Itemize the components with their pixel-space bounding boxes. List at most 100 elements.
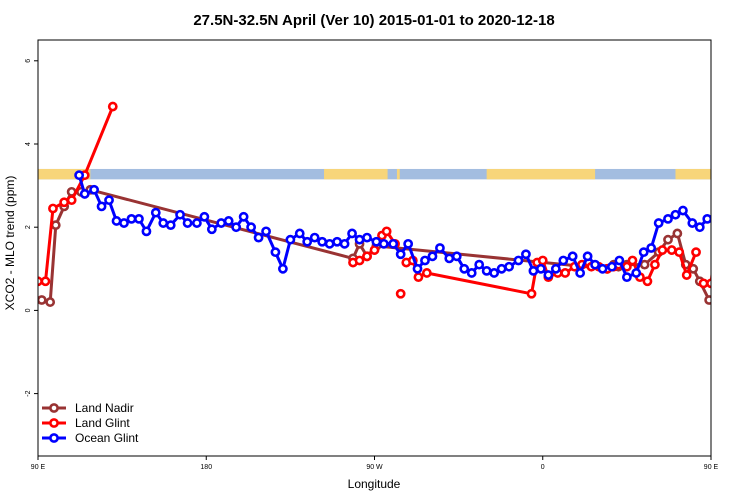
ocean-glint-point-73 bbox=[646, 243, 657, 253]
legend-marker-land-nadir bbox=[49, 403, 59, 413]
ocean-glint-point-25 bbox=[270, 247, 281, 258]
land-nadir-point-23 bbox=[713, 298, 720, 305]
land-glint-point-35 bbox=[642, 276, 653, 287]
ocean-glint-point-3 bbox=[96, 201, 107, 212]
ocean-glint-point-65 bbox=[582, 251, 593, 262]
x-tick-label-1: 180 bbox=[200, 464, 212, 471]
ocean-glint-point-81 bbox=[713, 215, 720, 222]
ocean-glint-point-52 bbox=[481, 265, 492, 276]
land-glint-point-38 bbox=[666, 245, 677, 255]
ocean-glint-point-66 bbox=[590, 259, 600, 270]
land-glint-point-46 bbox=[730, 199, 737, 206]
land-glint-point-48 bbox=[747, 172, 750, 179]
strip-land-2 bbox=[396, 168, 400, 180]
y-tick-label-4: 6 bbox=[25, 59, 32, 63]
ocean-glint-point-79 bbox=[694, 222, 705, 233]
ocean-glint-point-85 bbox=[745, 219, 750, 226]
ocean-glint-point-19 bbox=[223, 216, 234, 226]
land-glint-point-41 bbox=[691, 247, 701, 258]
ocean-glint-point-41 bbox=[395, 249, 406, 260]
ocean-glint-point-75 bbox=[663, 213, 673, 224]
y-axis: -2 0 2 4 6 bbox=[25, 59, 38, 397]
land-nadir-point-15 bbox=[639, 259, 650, 270]
land-glint-point-3 bbox=[59, 197, 70, 208]
ocean-glint-point-21 bbox=[238, 211, 249, 222]
land-ocean-strip bbox=[38, 168, 711, 180]
ocean-glint-point-28 bbox=[294, 228, 305, 239]
land-glint-point-1 bbox=[40, 276, 51, 287]
ocean-glint-point-58 bbox=[528, 265, 539, 276]
ocean-glint-point-22 bbox=[246, 222, 257, 233]
land-glint-point-40 bbox=[681, 270, 692, 280]
ocean-glint-point-71 bbox=[631, 268, 642, 278]
land-nadir-point-1 bbox=[45, 297, 56, 307]
ocean-glint-point-80 bbox=[702, 213, 711, 224]
chart-title: 27.5N-32.5N April (Ver 10) 2015-01-01 to… bbox=[193, 12, 554, 29]
land-nadir-point-2 bbox=[50, 220, 61, 231]
ocean-glint-point-47 bbox=[444, 253, 455, 264]
land-glint-point-9 bbox=[362, 251, 372, 262]
x-axis-label: Longitude bbox=[348, 477, 401, 491]
land-glint-line-4 bbox=[703, 269, 711, 285]
ocean-glint-point-70 bbox=[621, 272, 632, 283]
ocean-glint-point-4 bbox=[104, 195, 114, 206]
ocean-glint-point-72 bbox=[638, 247, 649, 258]
y-tick-label-2: 2 bbox=[25, 225, 32, 229]
y-tick-label-3: 4 bbox=[25, 142, 32, 146]
land-glint-point-21 bbox=[537, 255, 548, 266]
ocean-glint-point-37 bbox=[362, 232, 372, 243]
ocean-glint-point-30 bbox=[309, 232, 320, 243]
ocean-glint-point-23 bbox=[253, 232, 264, 243]
x-tick-label-0: 90 E bbox=[31, 464, 46, 471]
land-nadir-point-22 bbox=[704, 295, 711, 305]
land-glint-point-42 bbox=[698, 278, 709, 289]
ocean-glint-point-14 bbox=[182, 218, 193, 228]
land-glint-point-6 bbox=[107, 101, 118, 112]
ocean-glint-point-45 bbox=[427, 251, 438, 262]
series-group bbox=[38, 101, 750, 307]
land-glint-point-24 bbox=[560, 268, 571, 278]
land-glint-point-45 bbox=[722, 203, 729, 210]
land-nadir-point-17 bbox=[663, 234, 673, 245]
land-glint-point-12 bbox=[381, 226, 392, 237]
ocean-glint-point-27 bbox=[285, 234, 296, 245]
ocean-glint-point-54 bbox=[496, 263, 507, 274]
legend-marker-ocean-glint bbox=[49, 433, 59, 443]
land-glint-point-33 bbox=[627, 255, 638, 266]
plot-area bbox=[38, 101, 750, 307]
ocean-glint-point-1 bbox=[79, 189, 90, 199]
ocean-glint-point-78 bbox=[687, 218, 698, 228]
ocean-glint-point-62 bbox=[558, 255, 569, 266]
land-nadir-point-24 bbox=[720, 222, 727, 229]
legend-label-ocean-glint: Ocean Glint bbox=[75, 431, 139, 445]
ocean-glint-point-53 bbox=[489, 268, 500, 278]
ocean-glint-point-48 bbox=[451, 251, 462, 262]
x-axis: 90 E 180 90 W 0 90 E bbox=[31, 456, 719, 471]
ocean-glint-point-10 bbox=[150, 207, 161, 218]
ocean-glint-point-15 bbox=[192, 218, 202, 228]
ocean-glint-point-50 bbox=[466, 268, 477, 278]
y-axis-label: XCO2 - MLO trend (ppm) bbox=[3, 176, 17, 311]
ocean-glint-point-6 bbox=[119, 218, 129, 228]
legend-marker-land-glint bbox=[49, 418, 59, 428]
ocean-glint-point-9 bbox=[141, 226, 152, 237]
ocean-glint-point-18 bbox=[216, 218, 227, 228]
ocean-glint-point-11 bbox=[158, 218, 169, 228]
land-glint-point-18 bbox=[421, 268, 432, 278]
ocean-glint-point-77 bbox=[678, 205, 688, 216]
ocean-glint-point-59 bbox=[535, 263, 546, 274]
ocean-glint-point-84 bbox=[737, 207, 744, 214]
land-glint-point-36 bbox=[650, 259, 660, 270]
x-tick-label-2: 90 W bbox=[366, 464, 383, 471]
ocean-glint-point-51 bbox=[474, 259, 485, 270]
ocean-glint-point-8 bbox=[134, 213, 144, 224]
y-tick-label-0: -2 bbox=[25, 390, 32, 396]
ocean-glint-point-69 bbox=[614, 255, 625, 266]
ocean-glint-point-42 bbox=[403, 238, 414, 249]
ocean-glint-point-33 bbox=[332, 236, 343, 247]
land-nadir-point-18 bbox=[672, 228, 683, 239]
ocean-glint-point-12 bbox=[165, 220, 176, 231]
x-tick-label-3: 0 bbox=[541, 464, 545, 471]
ocean-glint-point-67 bbox=[597, 263, 608, 274]
